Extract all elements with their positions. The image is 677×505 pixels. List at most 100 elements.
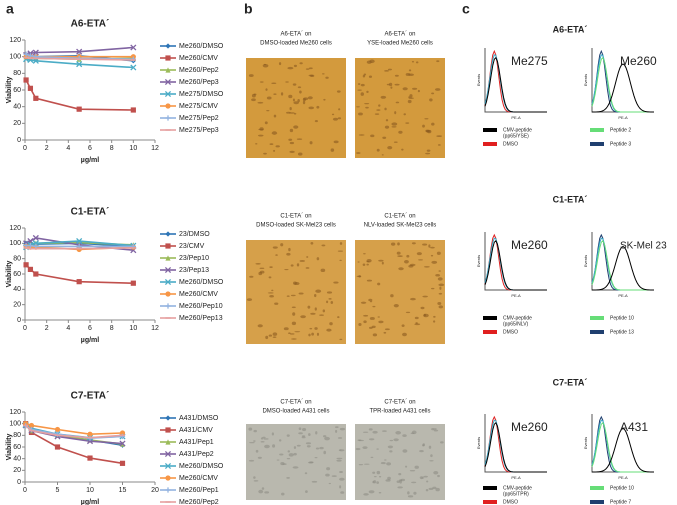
cell [292,83,297,86]
cell [429,98,433,102]
chart-title: C7-ETA´ [71,391,110,402]
cell [264,121,268,125]
micrograph [246,58,346,158]
micrograph-caption: YSE-loaded Me260 cells [367,41,433,47]
legend-label: Me260/Pep2 [179,67,219,74]
cell [306,445,311,448]
cell [306,256,309,258]
cell [322,435,327,438]
cell [408,73,414,76]
x-tick-label: 6 [88,325,92,332]
cell [420,306,425,310]
cell [378,259,384,262]
cell [407,495,414,498]
x-tick-label: 12 [151,145,159,152]
marker [27,266,34,272]
histogram-curve [591,427,655,473]
cell [408,97,414,99]
cell [339,242,343,245]
legend-label: Me260/Pep13 [179,315,223,322]
y-tick-label: 80 [13,70,21,77]
cell [414,316,419,320]
cell [307,96,313,100]
cell [409,263,416,267]
cell [355,447,361,451]
cell [323,98,326,101]
cell [358,275,361,278]
cell [424,266,430,268]
cell [286,477,290,479]
cell [376,109,381,111]
cell [289,112,295,114]
cell [308,106,315,110]
cell [415,61,419,64]
cell [253,480,259,482]
cell [438,283,445,287]
x-tick-label: 0 [23,325,27,332]
marker [27,85,34,91]
cell [385,119,389,122]
cell [366,279,373,282]
chart-title: A6-ETA´ [71,19,110,30]
cell [311,332,314,336]
histogram-curve [484,239,547,291]
cell [328,298,332,300]
cell [415,322,418,324]
cell [293,281,297,285]
marker [130,280,136,286]
legend-label: Peptide 10 [610,315,634,321]
cell [426,149,431,152]
legend-swatch [590,486,604,490]
cell [248,459,255,462]
micrograph-caption: A6-ETA´ on [281,32,312,38]
cell-line-label: Me260 [620,54,657,68]
legend-label: Me260/DMSO [179,463,224,470]
cell [422,444,425,447]
cell [271,432,274,436]
cell [291,338,297,340]
cell [280,243,284,247]
cell [422,295,428,298]
y-tick-label: 120 [9,225,21,232]
marker [119,460,126,466]
cell [362,74,366,78]
cell [372,333,378,337]
histogram-curve [591,245,655,291]
legend-marker [164,462,172,470]
cell [265,335,269,340]
cell [293,64,297,68]
cell [417,89,420,93]
y-tick-label: 40 [13,286,21,293]
cell [273,93,277,95]
cell [314,120,318,123]
y-tick-label: 20 [13,467,21,474]
y-tick-label: 60 [13,87,21,94]
cell [339,338,343,341]
cell [356,152,361,154]
x-axis-label: PE-A [511,475,521,480]
legend-marker [165,43,171,49]
cell [430,246,435,249]
marker [54,426,61,433]
cell [402,87,408,91]
cell [403,113,406,116]
cell [296,444,301,447]
cell [358,322,362,326]
y-tick-label: 60 [13,444,21,451]
legend-marker [164,278,172,286]
cell [397,242,400,246]
cell [293,125,299,129]
cell [383,331,387,334]
cell-line-label: Me275 [511,54,548,68]
cell [435,274,441,277]
marker [76,106,82,112]
cell [402,332,407,337]
y-tick-label: 100 [9,54,21,61]
cell [431,92,435,95]
cell [393,438,399,442]
y-axis-label: Viability [6,434,13,461]
legend-label: Me275/Pep3 [179,127,219,134]
cell [401,148,404,151]
cell [331,475,337,477]
cell [434,88,441,91]
